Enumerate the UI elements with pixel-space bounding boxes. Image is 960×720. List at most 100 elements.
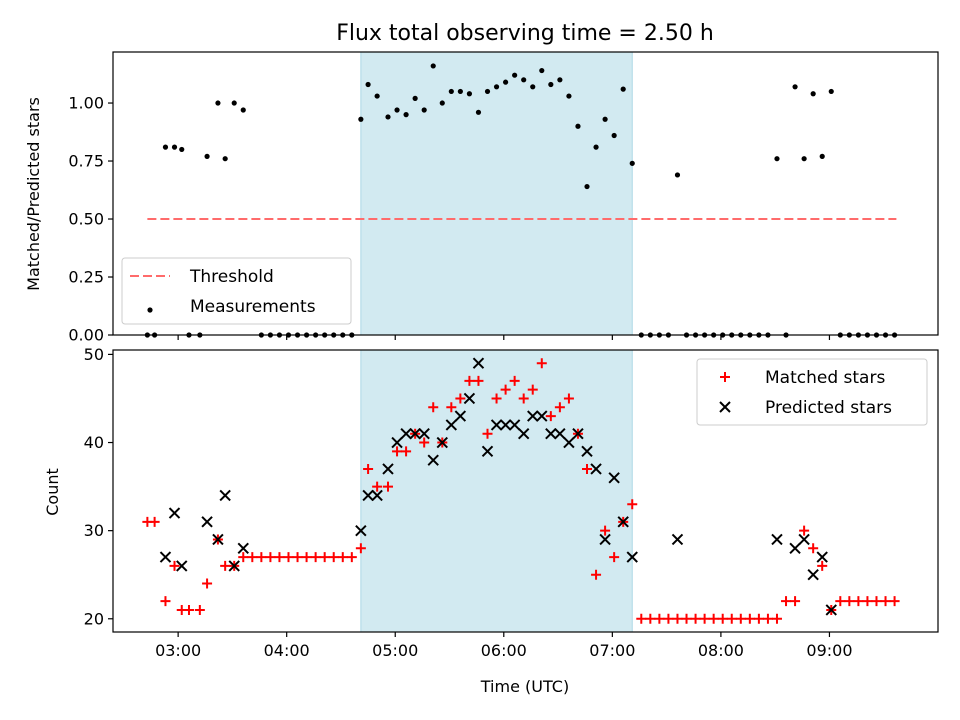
measurement-point — [530, 84, 536, 90]
matched-star-point — [160, 596, 171, 607]
matched-star-point — [319, 552, 330, 563]
top-highlight-span — [360, 51, 633, 336]
matched-star-point — [790, 596, 801, 607]
measurement-point — [774, 156, 780, 162]
predicted-star-point — [355, 524, 367, 537]
predicted-star-point — [445, 419, 458, 431]
y-tick-label: 0.50 — [68, 210, 104, 229]
x-tick-label: 04:00 — [264, 641, 310, 660]
y-tick-label: 30 — [84, 521, 104, 540]
matched-star-point — [871, 596, 882, 607]
y-tick-label: 0.75 — [68, 152, 104, 171]
predicted-star-point — [789, 542, 801, 554]
measurement-point — [629, 160, 635, 166]
x-tick-label: 05:00 — [372, 641, 418, 660]
matched-star-point — [609, 552, 620, 563]
measurement-point — [466, 91, 473, 97]
x-tick-label: 09:00 — [806, 641, 852, 660]
matched-star-point — [808, 543, 819, 554]
matched-star-point — [672, 613, 683, 624]
x-tick-label: 06:00 — [481, 641, 527, 660]
matched-star-point — [735, 613, 746, 624]
matched-star-point — [645, 613, 656, 624]
matched-star-point — [428, 402, 439, 413]
bottom-axes-frame — [112, 349, 939, 633]
measurement-point — [521, 77, 527, 83]
legend-box — [696, 358, 928, 426]
predicted-star-point — [807, 569, 819, 581]
matched-star-point — [401, 446, 412, 457]
predicted-star-point — [517, 428, 530, 440]
matched-star-point — [690, 613, 701, 624]
measurement-point — [215, 100, 221, 106]
matched-star-point — [363, 463, 374, 474]
measurement-point — [828, 88, 834, 95]
matched-star-point — [762, 613, 773, 624]
measurement-point — [484, 88, 491, 95]
measurement-point — [539, 67, 545, 74]
measurement-point — [792, 84, 798, 90]
matched-star-point — [799, 525, 810, 536]
matched-star-point — [355, 543, 366, 554]
matched-star-point — [169, 560, 180, 571]
matched-star-point — [256, 552, 267, 563]
measurement-point — [557, 77, 563, 83]
predicted-star-point — [481, 445, 494, 458]
matched-star-point — [455, 393, 466, 404]
predicted-star-point — [581, 445, 593, 458]
y-tick-label: 1.00 — [68, 94, 104, 113]
predicted-star-point — [418, 428, 430, 440]
measurement-point — [493, 84, 500, 90]
matched-star-point — [753, 613, 764, 624]
matched-star-point — [238, 552, 249, 563]
predicted-star-point — [463, 392, 476, 405]
measurement-point — [412, 95, 418, 101]
y-tick-label: 0.00 — [68, 326, 104, 345]
predicted-star-point — [671, 533, 684, 546]
matched-star-point — [337, 552, 348, 563]
y-tick-label: 20 — [84, 609, 104, 628]
matched-star-point — [817, 560, 828, 571]
predicted-star-point — [362, 489, 374, 502]
predicted-star-point — [371, 489, 383, 502]
predicted-star-point — [527, 410, 539, 422]
matched-star-point — [844, 596, 855, 607]
matched-star-point — [862, 596, 873, 607]
matched-star-point — [383, 481, 393, 492]
matched-star-point — [744, 613, 755, 624]
legend-entry-label: Predicted stars — [765, 398, 892, 418]
matched-star-point — [310, 552, 321, 563]
matched-star-point — [889, 596, 900, 607]
predicted-star-point — [825, 604, 837, 616]
predicted-star-point — [400, 428, 412, 440]
matched-star-point — [582, 463, 593, 474]
matched-star-point — [663, 613, 674, 624]
measurement-point — [358, 116, 364, 122]
measurement-point — [162, 144, 169, 150]
matched-star-point — [301, 552, 312, 563]
matched-star-point — [419, 437, 430, 448]
predicted-star-point — [201, 516, 213, 528]
measurement-point — [457, 88, 463, 95]
predicted-star-point — [454, 410, 467, 422]
matched-star-point — [183, 604, 194, 615]
matched-star-point — [346, 552, 357, 563]
measurement-point — [584, 183, 590, 190]
predicted-star-point — [554, 428, 566, 440]
top-axes-frame — [112, 51, 939, 336]
predicted-star-point — [237, 542, 249, 554]
matched-star-point — [446, 402, 457, 413]
matched-star-point — [600, 525, 611, 536]
measurement-point — [240, 107, 246, 113]
predicted-star-point — [599, 533, 611, 546]
predicted-star-point — [545, 428, 557, 440]
matched-star-point — [781, 596, 792, 607]
bottom-legend: Matched stars Predicted stars — [696, 358, 928, 426]
matched-star-point — [265, 552, 276, 563]
measurement-point — [222, 156, 228, 162]
predicted-star-point — [212, 533, 224, 546]
predicted-star-point — [608, 472, 620, 484]
matched-star-point — [554, 402, 565, 413]
matched-star-point — [545, 411, 556, 422]
measurement-point — [439, 100, 445, 106]
